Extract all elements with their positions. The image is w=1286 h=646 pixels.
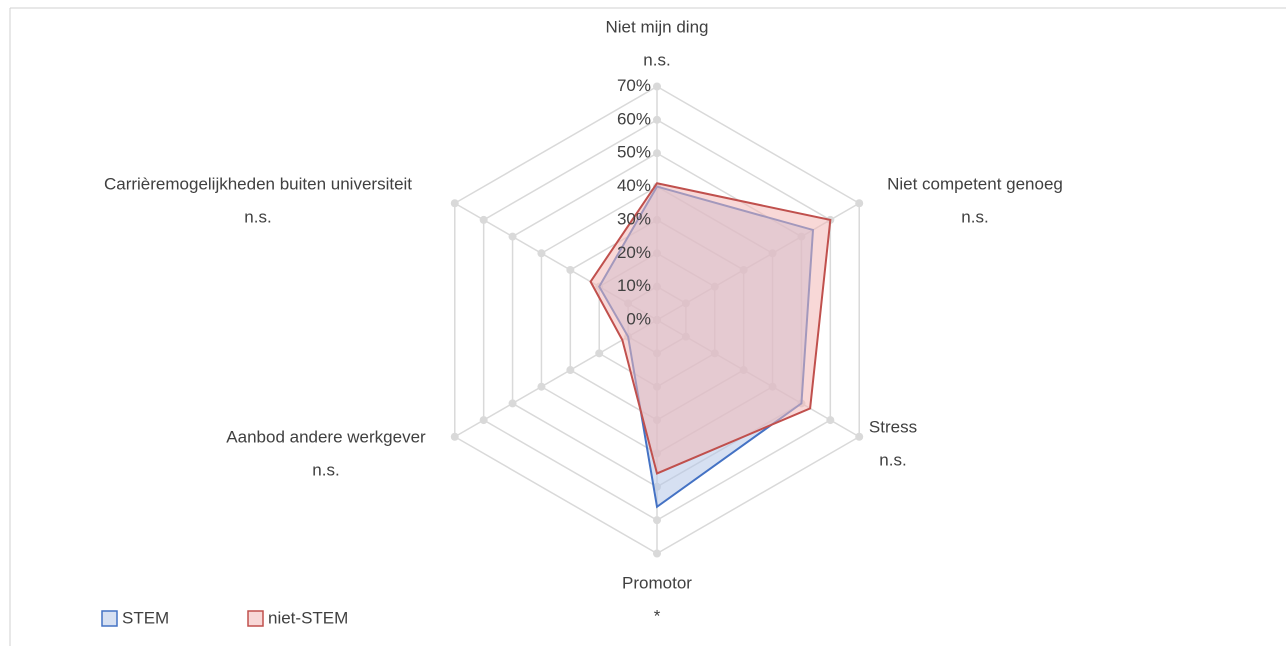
significance-label: * [654,606,661,625]
category-label: Carrièremogelijkheden buiten universitei… [104,174,412,193]
category-label: Stress [869,417,917,436]
significance-label: n.s. [879,450,906,469]
significance-label: n.s. [244,207,271,226]
legend-swatch [247,610,264,627]
axis-tick-label: 60% [617,109,651,128]
axis-tick-label: 70% [617,76,651,95]
axis-tick-label: 20% [617,243,651,262]
legend-label: STEM [122,608,169,627]
axis-tick-label: 30% [617,209,651,228]
axis-tick-label: 10% [617,276,651,295]
category-label: Niet mijn ding [606,17,709,36]
legend-label: niet-STEM [268,608,348,627]
significance-label: n.s. [961,207,988,226]
axis-tick-label: 50% [617,143,651,162]
category-label: Aanbod andere werkgever [226,427,426,446]
significance-label: n.s. [312,460,339,479]
category-label: Promotor [622,573,692,592]
axis-tick-label: 0% [626,309,651,328]
significance-label: n.s. [643,50,670,69]
axis-tick-label: 40% [617,176,651,195]
category-label: Niet competent genoeg [887,174,1063,193]
series-area [589,182,832,475]
legend-swatch [101,610,118,627]
